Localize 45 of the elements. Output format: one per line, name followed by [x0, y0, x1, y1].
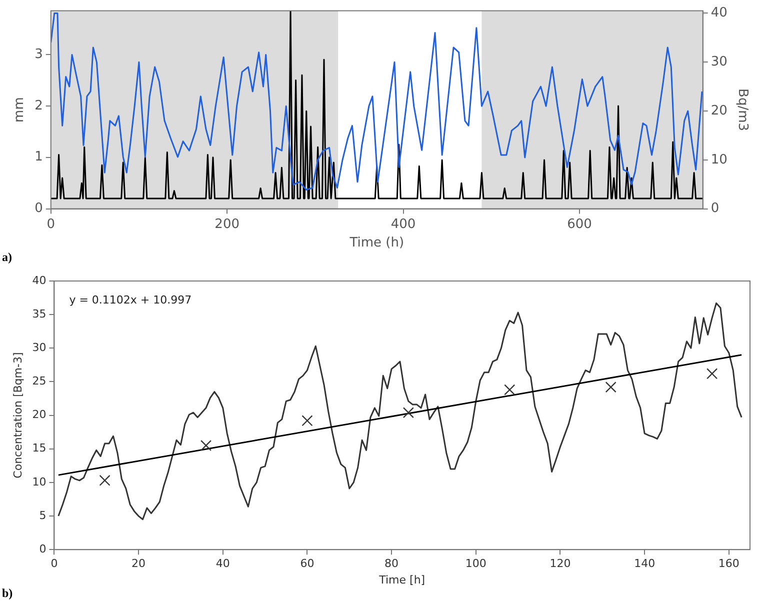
y2-tick-label: 30 — [710, 54, 728, 70]
y-tick-label: 2 — [34, 98, 43, 114]
y-tick-label: 40 — [32, 274, 46, 287]
point — [402, 407, 414, 418]
y-tick-label: 3 — [34, 46, 43, 62]
point — [200, 440, 212, 452]
x-tick-label: 200 — [214, 216, 240, 232]
y2-tick-label: 20 — [710, 103, 728, 118]
x-axis-title: Time [h] — [378, 573, 426, 586]
y-tick-label: 0 — [39, 542, 46, 556]
y2-axis-title: Bq/m3 — [734, 88, 750, 132]
y2-tick-label: 10 — [710, 152, 728, 168]
x-tick-label: 0 — [50, 557, 58, 570]
y-tick-label: 15 — [32, 442, 46, 455]
x-tick-label: 140 — [634, 557, 656, 570]
y-tick-label: 25 — [32, 374, 46, 388]
x-tick-label: 40 — [216, 557, 230, 570]
x-tick-label: 60 — [300, 557, 314, 570]
x-tick-label: 400 — [390, 216, 416, 232]
x-tick-label: 120 — [550, 557, 571, 570]
point — [302, 415, 313, 426]
x-tick-label: 160 — [718, 557, 740, 570]
text: b) — [2, 586, 13, 600]
y-tick-label: 35 — [32, 307, 46, 320]
x-tick-label: 80 — [384, 557, 399, 570]
y-tick-label: 0 — [34, 201, 43, 216]
x-tick-label: 20 — [132, 557, 146, 570]
x-tick-label: 100 — [465, 557, 486, 570]
y-tick-label: 1 — [34, 150, 43, 165]
y-axis-title: mm — [12, 97, 28, 122]
x-axis-title: Time (h) — [348, 236, 404, 251]
x-tick-label: 600 — [567, 216, 592, 232]
y-tick-label: 30 — [32, 341, 46, 354]
point — [605, 382, 616, 393]
y-tick-label: 5 — [39, 508, 46, 522]
y-tick-label: 10 — [32, 475, 46, 488]
text: a) — [2, 250, 12, 264]
point — [504, 384, 516, 396]
y2-tick-label: 40 — [710, 6, 728, 21]
point — [706, 368, 718, 380]
y-tick-label: 20 — [32, 408, 46, 422]
y-axis-title: Concentration [Bqm-3] — [11, 352, 24, 478]
y2-tick-label: 0 — [710, 201, 720, 216]
point — [99, 474, 110, 486]
annotation: y = 0.1102x + 10.997 — [69, 293, 192, 306]
